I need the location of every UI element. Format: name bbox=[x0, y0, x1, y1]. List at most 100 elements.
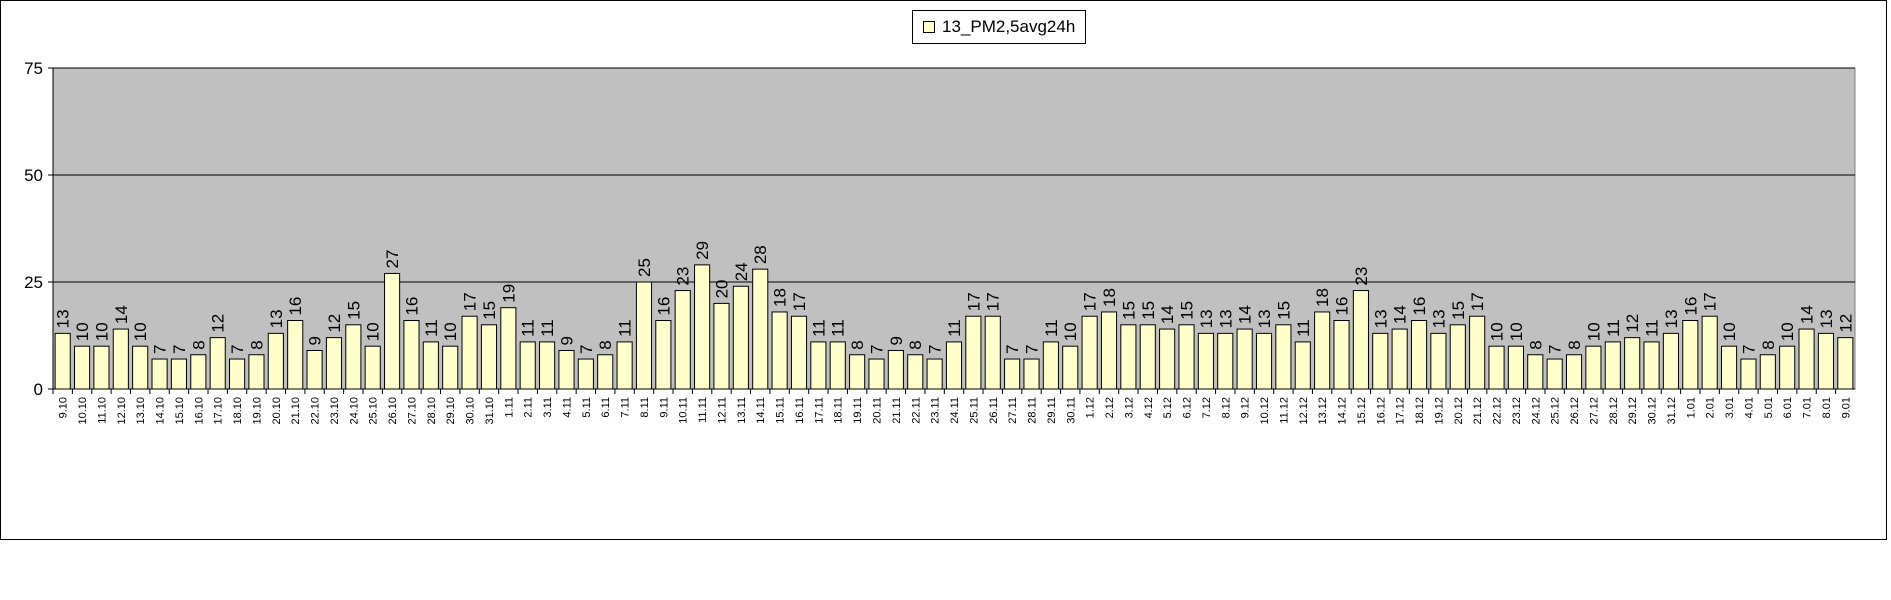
bar bbox=[151, 358, 168, 390]
bar bbox=[364, 345, 381, 390]
data-label: 10 bbox=[1488, 322, 1507, 341]
bar bbox=[655, 320, 672, 390]
bar bbox=[1410, 320, 1428, 390]
x-tick-label: 18.10 bbox=[232, 397, 244, 425]
x-tick-label: 9.10 bbox=[58, 397, 70, 418]
data-label: 10 bbox=[441, 322, 460, 341]
bar bbox=[1779, 345, 1796, 390]
data-label: 10 bbox=[92, 322, 111, 341]
bar bbox=[1565, 354, 1583, 390]
x-tick-label: 30.11 bbox=[1065, 397, 1077, 424]
bar bbox=[170, 358, 187, 390]
data-label: 18 bbox=[1100, 288, 1119, 307]
bar bbox=[907, 354, 924, 390]
data-label: 11 bbox=[519, 319, 538, 337]
x-tick-label: 4.12 bbox=[1143, 397, 1155, 418]
bar bbox=[248, 354, 265, 390]
data-label: 14 bbox=[1798, 305, 1817, 324]
x-tick-label: 30.12 bbox=[1647, 397, 1659, 425]
data-label: 23 bbox=[674, 267, 693, 286]
data-label: 17 bbox=[790, 292, 809, 311]
x-tick-label: 29.10 bbox=[445, 397, 457, 425]
x-tick-label: 7.11 bbox=[620, 397, 632, 418]
x-tick-label: 7.12 bbox=[1201, 397, 1213, 418]
data-label: 13 bbox=[267, 309, 286, 328]
bar bbox=[790, 315, 808, 390]
x-tick-label: 15.11 bbox=[775, 397, 787, 424]
bar bbox=[1081, 315, 1098, 390]
x-tick-label: 2.01 bbox=[1705, 397, 1717, 418]
x-tick-label: 18.11 bbox=[833, 397, 845, 424]
x-tick-label: 17.11 bbox=[813, 397, 825, 424]
data-label: 15 bbox=[1449, 301, 1468, 320]
bar bbox=[926, 358, 943, 390]
legend-swatch bbox=[923, 21, 935, 33]
data-label: 8 bbox=[1759, 340, 1778, 349]
bar bbox=[1120, 324, 1137, 390]
bar bbox=[54, 332, 71, 390]
x-tick-label: 1.01 bbox=[1685, 397, 1697, 418]
data-label: 17 bbox=[461, 292, 480, 311]
chart-frame: 0 25 50 75 13 9.10 10 10.10 10 11.10 14 12.10 10 13.1… bbox=[0, 0, 1887, 540]
bar bbox=[616, 341, 633, 390]
data-label: 28 bbox=[751, 245, 770, 264]
data-label: 15 bbox=[344, 301, 363, 320]
x-tick-label: 20.11 bbox=[871, 397, 883, 424]
data-label: 12 bbox=[1623, 314, 1642, 333]
bar bbox=[1488, 345, 1505, 390]
bar bbox=[287, 320, 304, 390]
bar-chart: 0 25 50 75 13 9.10 10 10.10 10 11.10 14 12.10 10 13.1… bbox=[24, 59, 1856, 425]
data-label: 15 bbox=[480, 301, 499, 320]
data-label: 17 bbox=[1081, 292, 1100, 311]
x-tick-label: 23.11 bbox=[930, 397, 942, 424]
data-label: 13 bbox=[1255, 309, 1274, 328]
x-tick-label: 16.11 bbox=[794, 397, 806, 424]
data-label: 7 bbox=[170, 345, 189, 354]
bar bbox=[1042, 341, 1059, 390]
bar bbox=[635, 281, 653, 390]
bar bbox=[1624, 337, 1641, 390]
data-label: 17 bbox=[1468, 292, 1487, 311]
x-tick-label: 8.12 bbox=[1220, 397, 1232, 418]
bar bbox=[1449, 324, 1466, 390]
x-tick-label: 5.11 bbox=[581, 397, 593, 418]
x-tick-label: 24.10 bbox=[348, 397, 360, 425]
data-label: 10 bbox=[1778, 322, 1797, 341]
data-label: 11 bbox=[422, 319, 441, 337]
data-label: 11 bbox=[945, 319, 964, 337]
data-label: 16 bbox=[1410, 297, 1429, 316]
x-tick-label: 31.12 bbox=[1666, 397, 1678, 425]
bar bbox=[1062, 345, 1079, 390]
bar bbox=[519, 341, 536, 390]
x-tick-label: 10.12 bbox=[1259, 397, 1271, 425]
data-label: 8 bbox=[247, 340, 266, 349]
bar bbox=[713, 302, 730, 390]
bar bbox=[480, 324, 498, 390]
x-tick-label: 3.12 bbox=[1123, 397, 1135, 418]
x-tick-label: 8.11 bbox=[639, 397, 651, 418]
bar bbox=[868, 358, 885, 390]
bar bbox=[539, 341, 556, 390]
x-tick-label: 12.11 bbox=[716, 397, 728, 424]
bar bbox=[1701, 315, 1718, 390]
data-label: 11 bbox=[829, 319, 848, 337]
x-tick-label: 13.11 bbox=[736, 397, 748, 424]
data-label: 11 bbox=[1604, 319, 1623, 337]
x-tick-label: 16.10 bbox=[193, 397, 205, 425]
data-label: 16 bbox=[1681, 297, 1700, 316]
data-label: 11 bbox=[538, 319, 557, 337]
y-tick-label: 75 bbox=[24, 59, 43, 78]
bar bbox=[849, 354, 866, 390]
bar bbox=[1798, 328, 1815, 390]
data-label: 16 bbox=[286, 297, 305, 316]
x-tick-label: 13.12 bbox=[1317, 397, 1329, 425]
x-tick-label: 14.10 bbox=[155, 397, 167, 425]
data-label: 20 bbox=[712, 279, 731, 298]
y-tick-label: 25 bbox=[24, 273, 43, 292]
bar bbox=[1217, 332, 1234, 390]
x-tick-label: 4.11 bbox=[561, 397, 573, 418]
data-label: 9 bbox=[887, 336, 906, 345]
data-label: 13 bbox=[1216, 309, 1235, 328]
bar bbox=[1643, 341, 1660, 390]
x-tick-label: 15.10 bbox=[174, 397, 186, 425]
